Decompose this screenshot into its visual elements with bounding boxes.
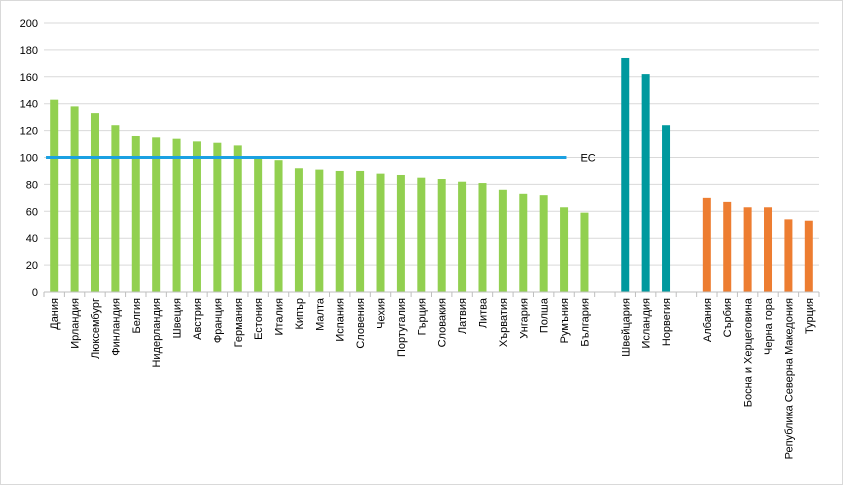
x-tick-label: Дания bbox=[49, 298, 61, 330]
x-tick-label: Австрия bbox=[192, 298, 204, 340]
eu-average-line: ЕС bbox=[46, 153, 596, 165]
bar bbox=[723, 201, 732, 292]
y-tick-label: 160 bbox=[20, 72, 38, 84]
bar bbox=[458, 181, 467, 292]
x-tick-label: Босна и Херцеговина bbox=[743, 297, 755, 407]
bar bbox=[519, 193, 528, 292]
x-axis bbox=[43, 291, 820, 297]
y-tick-label: 140 bbox=[20, 99, 38, 111]
x-tick-label: Белгия bbox=[131, 298, 143, 334]
y-tick-label: 0 bbox=[32, 287, 38, 299]
x-tick-label: Турция bbox=[804, 298, 816, 334]
y-tick-label: 180 bbox=[20, 45, 38, 57]
gridlines bbox=[44, 22, 819, 266]
bar bbox=[396, 174, 405, 292]
x-tick-label: Словакия bbox=[437, 298, 449, 347]
bar bbox=[539, 195, 548, 292]
bars bbox=[50, 57, 813, 293]
x-tick-label: Полша bbox=[539, 297, 551, 333]
bar bbox=[70, 106, 79, 292]
x-tick-label: Нидерландия bbox=[151, 298, 163, 368]
x-tick-label: Финландия bbox=[110, 298, 122, 356]
x-tick-label: Швейцария bbox=[620, 298, 632, 357]
y-tick-label: 200 bbox=[20, 18, 38, 30]
bar bbox=[152, 137, 161, 292]
y-tick-label: 80 bbox=[26, 179, 38, 191]
y-axis-tick-labels: 0 20 40 60 80 100 120 140 160 180 200 bbox=[20, 18, 38, 299]
bar bbox=[437, 179, 446, 292]
bar bbox=[702, 197, 711, 292]
x-tick-label: Ирландия bbox=[70, 298, 82, 349]
x-tick-label: Франция bbox=[212, 298, 224, 343]
x-tick-label: Гърция bbox=[416, 298, 428, 335]
bar bbox=[233, 145, 242, 292]
bar bbox=[784, 219, 793, 292]
bar bbox=[274, 160, 283, 292]
eu-reference-label: ЕС bbox=[580, 153, 595, 165]
x-tick-label: Естония bbox=[253, 298, 265, 340]
x-tick-label: Черна гора bbox=[763, 297, 775, 355]
x-axis-tick-labels: Дания Ирландия Люксембург Финландия Белгия Ни… bbox=[49, 297, 816, 459]
bar bbox=[254, 157, 263, 292]
x-tick-label: Швеция bbox=[172, 298, 184, 338]
y-tick-label: 120 bbox=[20, 126, 38, 138]
x-tick-label: Исландия bbox=[641, 298, 653, 349]
y-tick-label: 40 bbox=[26, 233, 38, 245]
bar bbox=[131, 135, 140, 292]
bar bbox=[621, 57, 630, 292]
x-tick-label: Германия bbox=[233, 298, 245, 347]
bar bbox=[315, 169, 324, 292]
bar bbox=[356, 170, 365, 292]
x-tick-label: България bbox=[579, 298, 591, 347]
x-tick-label: Малта bbox=[314, 297, 326, 331]
x-tick-label: Словения bbox=[355, 298, 367, 349]
x-tick-label: Италия bbox=[274, 298, 286, 336]
x-tick-label: Албания bbox=[702, 298, 714, 342]
x-tick-label: Република Северна Македония bbox=[783, 298, 795, 459]
bar bbox=[50, 99, 59, 292]
x-tick-label: Латвия bbox=[457, 298, 469, 334]
bar bbox=[662, 125, 671, 292]
bar bbox=[417, 177, 426, 292]
x-tick-label: Чехия bbox=[376, 298, 388, 329]
x-tick-label: Люксембург bbox=[90, 298, 102, 359]
bar bbox=[335, 170, 344, 292]
bar bbox=[580, 212, 589, 292]
bar bbox=[498, 189, 507, 292]
bar bbox=[376, 173, 385, 292]
bar bbox=[90, 113, 99, 293]
x-tick-label: Унгария bbox=[518, 298, 530, 339]
bar bbox=[478, 183, 487, 292]
bar bbox=[743, 207, 752, 292]
y-tick-label: 60 bbox=[26, 206, 38, 218]
bar bbox=[294, 168, 303, 292]
bar bbox=[172, 138, 181, 292]
x-tick-label: Хърватия bbox=[498, 298, 510, 347]
bar bbox=[213, 142, 222, 292]
bar bbox=[560, 207, 569, 292]
bar bbox=[764, 207, 773, 292]
x-tick-label: Кипър bbox=[294, 298, 306, 330]
x-tick-label: Норвегия bbox=[661, 298, 673, 346]
y-tick-label: 100 bbox=[20, 153, 38, 165]
y-tick-label: 20 bbox=[26, 260, 38, 272]
x-tick-label: Испания bbox=[335, 298, 347, 342]
x-tick-label: Португалия bbox=[396, 298, 408, 357]
x-tick-label: Сърбия bbox=[722, 298, 734, 337]
bar bbox=[641, 74, 650, 292]
bar bbox=[804, 220, 813, 292]
x-tick-label: Румъния bbox=[559, 298, 571, 343]
x-tick-label: Литва bbox=[477, 297, 489, 328]
bar bbox=[192, 141, 201, 292]
bar bbox=[111, 125, 120, 292]
